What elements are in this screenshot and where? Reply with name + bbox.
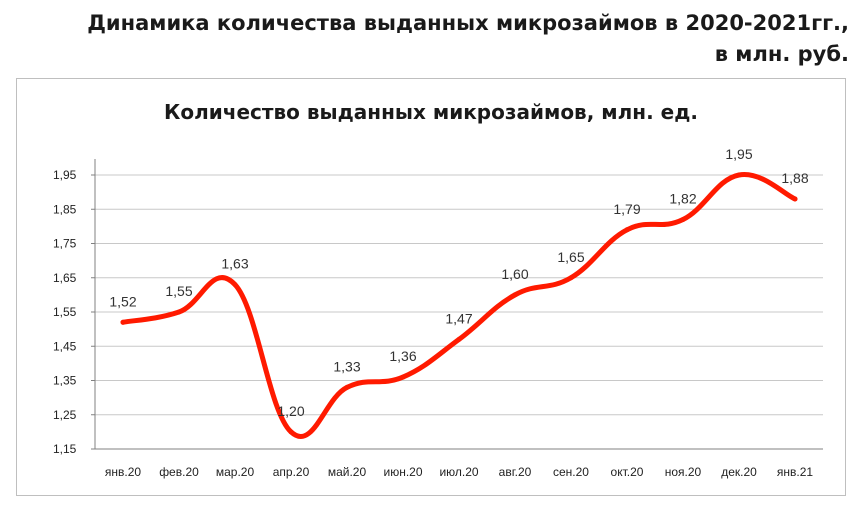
data-label: 1,55 [165, 283, 192, 299]
y-tick-label: 1,25 [53, 408, 77, 422]
page-heading: Динамика количества выданных микрозаймов… [9, 8, 849, 70]
x-tick-label: июн.20 [383, 465, 422, 479]
y-tick-label: 1,95 [53, 168, 77, 182]
y-tick-label: 1,35 [53, 374, 77, 388]
chart-title: Количество выданных микрозаймов, млн. ед… [164, 100, 698, 124]
data-point [680, 217, 686, 223]
data-label: 1,79 [613, 201, 640, 217]
x-tick-label: янв.20 [105, 465, 142, 479]
x-tick-label: мар.20 [216, 465, 255, 479]
heading-line-2: в млн. руб. [714, 42, 849, 66]
data-label: 1,63 [221, 256, 248, 272]
data-point [568, 275, 574, 281]
data-label: 1,33 [333, 358, 360, 374]
x-tick-label: май.20 [328, 465, 367, 479]
x-tick-label: ноя.20 [665, 465, 702, 479]
data-point [456, 336, 462, 342]
data-point [736, 172, 742, 178]
y-tick-label: 1,45 [53, 339, 77, 353]
data-label: 1,47 [445, 310, 472, 326]
heading-line-1: Динамика количества выданных микрозаймов… [87, 11, 849, 35]
y-tick-label: 1,75 [53, 237, 77, 251]
x-tick-label: авг.20 [499, 465, 532, 479]
data-point [624, 227, 630, 233]
x-tick-label: янв.21 [777, 465, 814, 479]
data-point [232, 282, 238, 288]
data-label: 1,65 [557, 249, 584, 265]
y-tick-label: 1,65 [53, 271, 77, 285]
data-label: 1,20 [277, 403, 304, 419]
data-label: 1,82 [669, 191, 696, 207]
x-tick-label: фев.20 [159, 465, 199, 479]
data-point [288, 429, 294, 435]
data-point [400, 374, 406, 380]
data-point [344, 384, 350, 390]
data-label: 1,95 [725, 146, 752, 162]
data-label: 1,88 [781, 170, 808, 186]
data-point [176, 309, 182, 315]
data-label: 1,52 [109, 293, 136, 309]
data-point [120, 319, 126, 325]
x-tick-label: июл.20 [439, 465, 478, 479]
x-tick-label: окт.20 [611, 465, 644, 479]
data-label: 1,36 [389, 348, 416, 364]
y-tick-label: 1,15 [53, 442, 77, 456]
x-tick-label: апр.20 [273, 465, 310, 479]
y-tick-label: 1,85 [53, 202, 77, 216]
data-point [792, 196, 798, 202]
x-tick-label: дек.20 [721, 465, 757, 479]
series-line [120, 172, 798, 439]
x-tick-label: сен.20 [553, 465, 589, 479]
line-chart: Количество выданных микрозаймов, млн. ед… [53, 100, 823, 479]
chart-frame: Количество выданных микрозаймов, млн. ед… [16, 78, 846, 496]
data-label: 1,60 [501, 266, 528, 282]
data-point [512, 292, 518, 298]
y-tick-label: 1,55 [53, 305, 77, 319]
